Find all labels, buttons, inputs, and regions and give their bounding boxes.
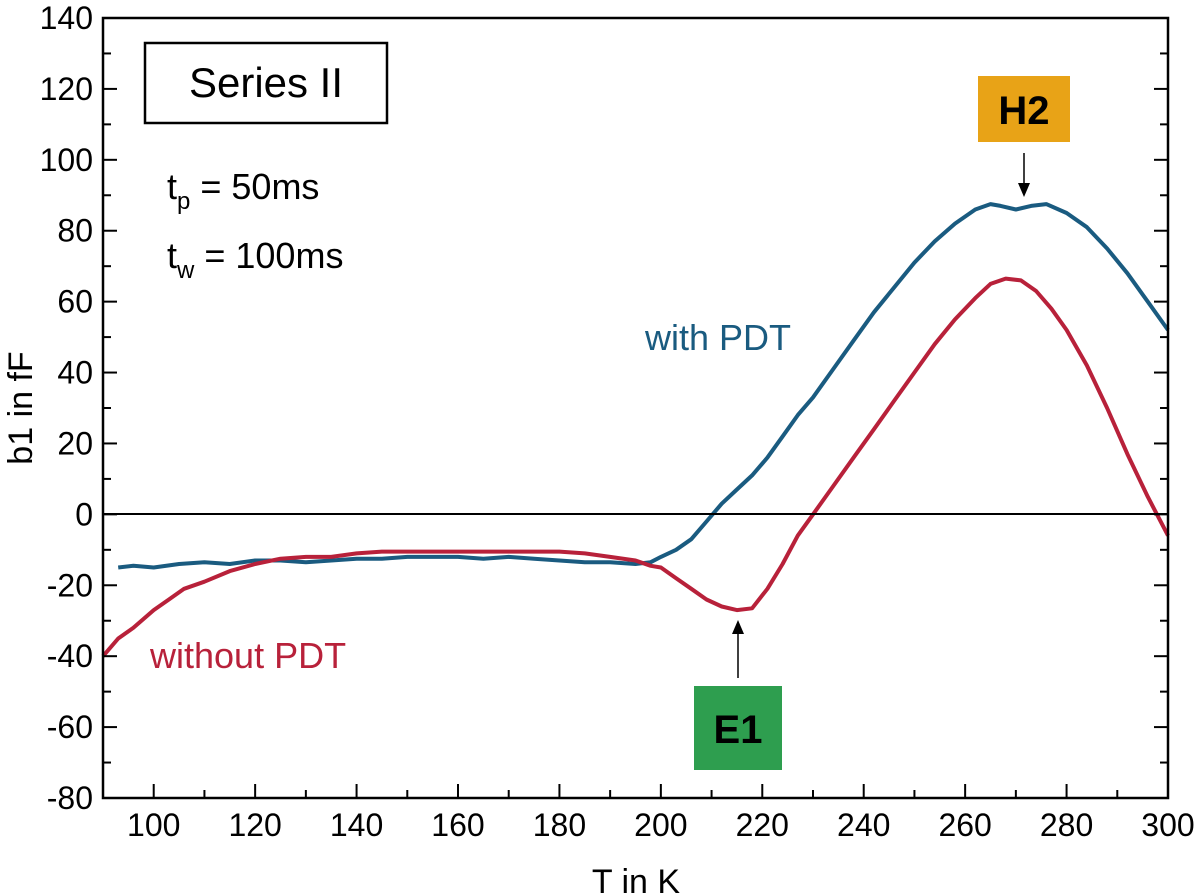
series-line-without-pdt xyxy=(101,276,1170,658)
x-tick-label: 240 xyxy=(837,807,890,843)
x-tick-label: 180 xyxy=(533,807,586,843)
y-tick-label: 20 xyxy=(57,425,93,461)
x-tick-label: 160 xyxy=(431,807,484,843)
y-tick-label: 140 xyxy=(40,0,93,36)
x-tick-label: 280 xyxy=(1040,807,1093,843)
series-label-box xyxy=(143,41,389,125)
y-tick-label: -40 xyxy=(47,638,93,674)
y-axis-title: b1 in fF xyxy=(2,351,40,464)
y-tick-label: 80 xyxy=(57,213,93,249)
y-tick-label: 120 xyxy=(40,71,93,107)
h2-badge-text: H2 xyxy=(998,89,1049,133)
x-tick-label: 200 xyxy=(634,807,687,843)
x-axis-title: T in K xyxy=(592,863,681,896)
y-tick-label: 100 xyxy=(40,142,93,178)
y-tick-label: -80 xyxy=(47,780,93,816)
x-tick-label: 120 xyxy=(228,807,281,843)
plot-frame xyxy=(101,16,1170,800)
ticks-group: 100 120 140 160 180 200 220 240 260 280 300-80-60-… xyxy=(40,0,1195,843)
h2-arrow-head xyxy=(1018,183,1030,197)
y-tick-label: 0 xyxy=(75,496,93,532)
x-tick-label: 220 xyxy=(736,807,789,843)
e1-arrow-head xyxy=(732,620,744,634)
y-tick-label: 40 xyxy=(57,355,93,391)
e1-badge xyxy=(694,686,782,770)
x-tick-label: 140 xyxy=(330,807,383,843)
plot-lines-group xyxy=(101,202,1170,658)
x-tick-label: 100 xyxy=(127,807,180,843)
tw-annotation: tw = 100ms xyxy=(167,235,343,284)
x-tick-label: 300 xyxy=(1141,807,1194,843)
with-pdt-label: with PDT xyxy=(644,317,791,358)
y-tick-label: 60 xyxy=(57,284,93,320)
without-pdt-label: without PDT xyxy=(149,635,346,676)
e1-badge-text: E1 xyxy=(714,708,763,752)
x-tick-label: 260 xyxy=(938,807,991,843)
y-tick-label: -20 xyxy=(47,567,93,603)
tp-annotation: tp = 50ms xyxy=(167,166,319,215)
series-label-text: Series II xyxy=(189,59,343,106)
series-line-with-pdt xyxy=(117,202,1170,570)
h2-badge xyxy=(978,76,1070,142)
y-tick-label: -60 xyxy=(47,709,93,745)
